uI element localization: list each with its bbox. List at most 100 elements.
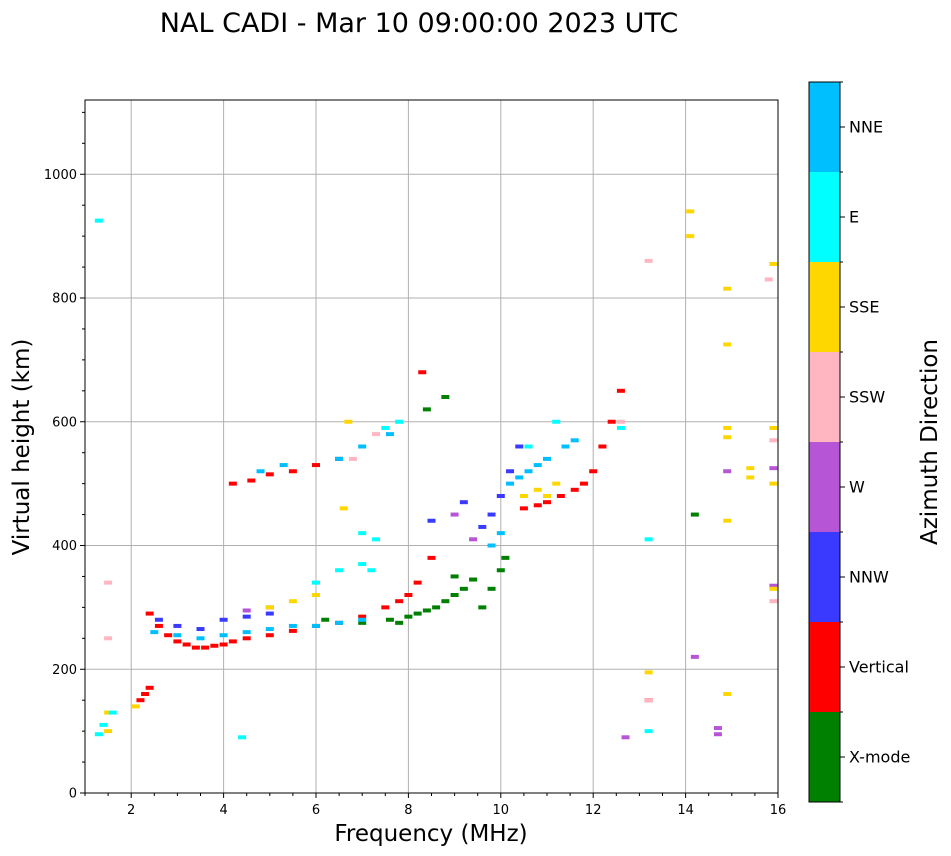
point-nne [496,531,505,536]
point-sse [769,586,778,591]
point-sse [723,435,732,440]
point-nne [288,623,297,628]
colorbar-swatch [809,262,840,352]
data-points [94,209,778,740]
point-sse [519,494,528,498]
point-vertical [265,472,274,477]
y-tick-label: 800 [52,292,77,307]
x-tick-label: 12 [585,803,602,818]
point-sse [769,481,778,486]
point-sse [312,593,320,597]
point-sse [552,481,561,486]
point-vertical [589,469,598,474]
point-e [358,531,367,536]
colorbar-tick-label: W [849,478,865,497]
y-tick-label: 600 [52,415,77,430]
colorbar-tick-label: Vertical [849,658,909,677]
point-w [769,466,778,471]
y-tick-label: 200 [52,663,77,678]
point-e [94,732,103,737]
point-nnw [219,617,228,622]
point-x-mode [496,568,505,573]
point-nne [358,444,367,449]
point-e [94,218,103,223]
colorbar-swatch [809,622,840,712]
point-sse [746,475,755,480]
colorbar-swatch [809,172,840,262]
point-sse [339,506,348,511]
colorbar-tick-label: NNW [849,568,889,587]
point-nne [256,469,265,474]
point-sse [746,466,755,471]
colorbar-tick-label: SSW [849,388,885,407]
point-w [690,654,699,659]
point-sse [723,342,732,347]
point-vertical [201,645,210,650]
point-x-mode [404,614,413,619]
point-x-mode [422,608,431,613]
colorbar-swatch [809,442,840,532]
point-sse [533,487,542,492]
point-nne [150,630,159,635]
point-x-mode [422,407,431,412]
point-x-mode [487,586,496,591]
point-vertical [607,419,616,424]
point-w [469,537,478,542]
point-nne [385,432,394,437]
point-x-mode [385,617,394,622]
point-sse [723,518,732,523]
point-nnw [265,611,274,616]
point-vertical [358,614,367,619]
point-e [108,710,117,715]
point-sse [288,599,297,604]
point-x-mode [321,617,330,622]
x-tick-label: 16 [770,803,787,818]
point-sse [769,425,778,430]
point-vertical [570,487,579,492]
colorbar-tick-label: X-mode [849,748,910,767]
point-vertical [136,698,145,703]
point-nne [358,617,367,622]
point-sse [723,286,732,291]
point-nne [561,444,570,449]
x-tick-label: 4 [219,803,227,818]
y-tick-label: 0 [69,787,77,802]
point-sse [686,234,695,239]
point-nne [312,623,320,628]
point-vertical [395,599,404,604]
point-w [723,469,732,474]
point-sse [265,605,274,610]
point-x-mode [501,555,510,560]
point-x-mode [469,577,478,582]
point-vertical [579,481,588,486]
point-vertical [191,645,200,650]
point-x-mode [450,593,459,597]
point-nne [533,463,542,468]
point-e [238,735,247,740]
colorbar: X-mode Vertical NNW W SSW SSE E NNE [808,81,910,803]
point-nnw [242,614,251,619]
point-vertical [228,639,237,644]
point-sse [344,419,353,424]
point-vertical [519,506,528,511]
point-ssw [644,698,653,703]
point-e [644,729,653,734]
point-vertical [288,469,297,474]
point-vertical [247,478,256,483]
point-vertical [265,633,274,638]
point-sse [644,670,653,675]
chart-title: NAL CADI - Mar 10 09:00:00 2023 UTC [160,8,678,39]
point-vertical [413,580,422,585]
point-vertical [154,623,163,628]
point-w [769,583,778,588]
colorbar-frame [808,81,841,803]
x-tick-label: 14 [677,803,694,818]
point-nnw [173,623,182,628]
point-ssw [769,599,778,604]
point-vertical [173,639,182,644]
point-nne [242,630,251,635]
point-nnw [427,518,436,523]
point-e [381,425,390,430]
point-nnw [478,524,487,529]
point-ssw [104,580,113,585]
